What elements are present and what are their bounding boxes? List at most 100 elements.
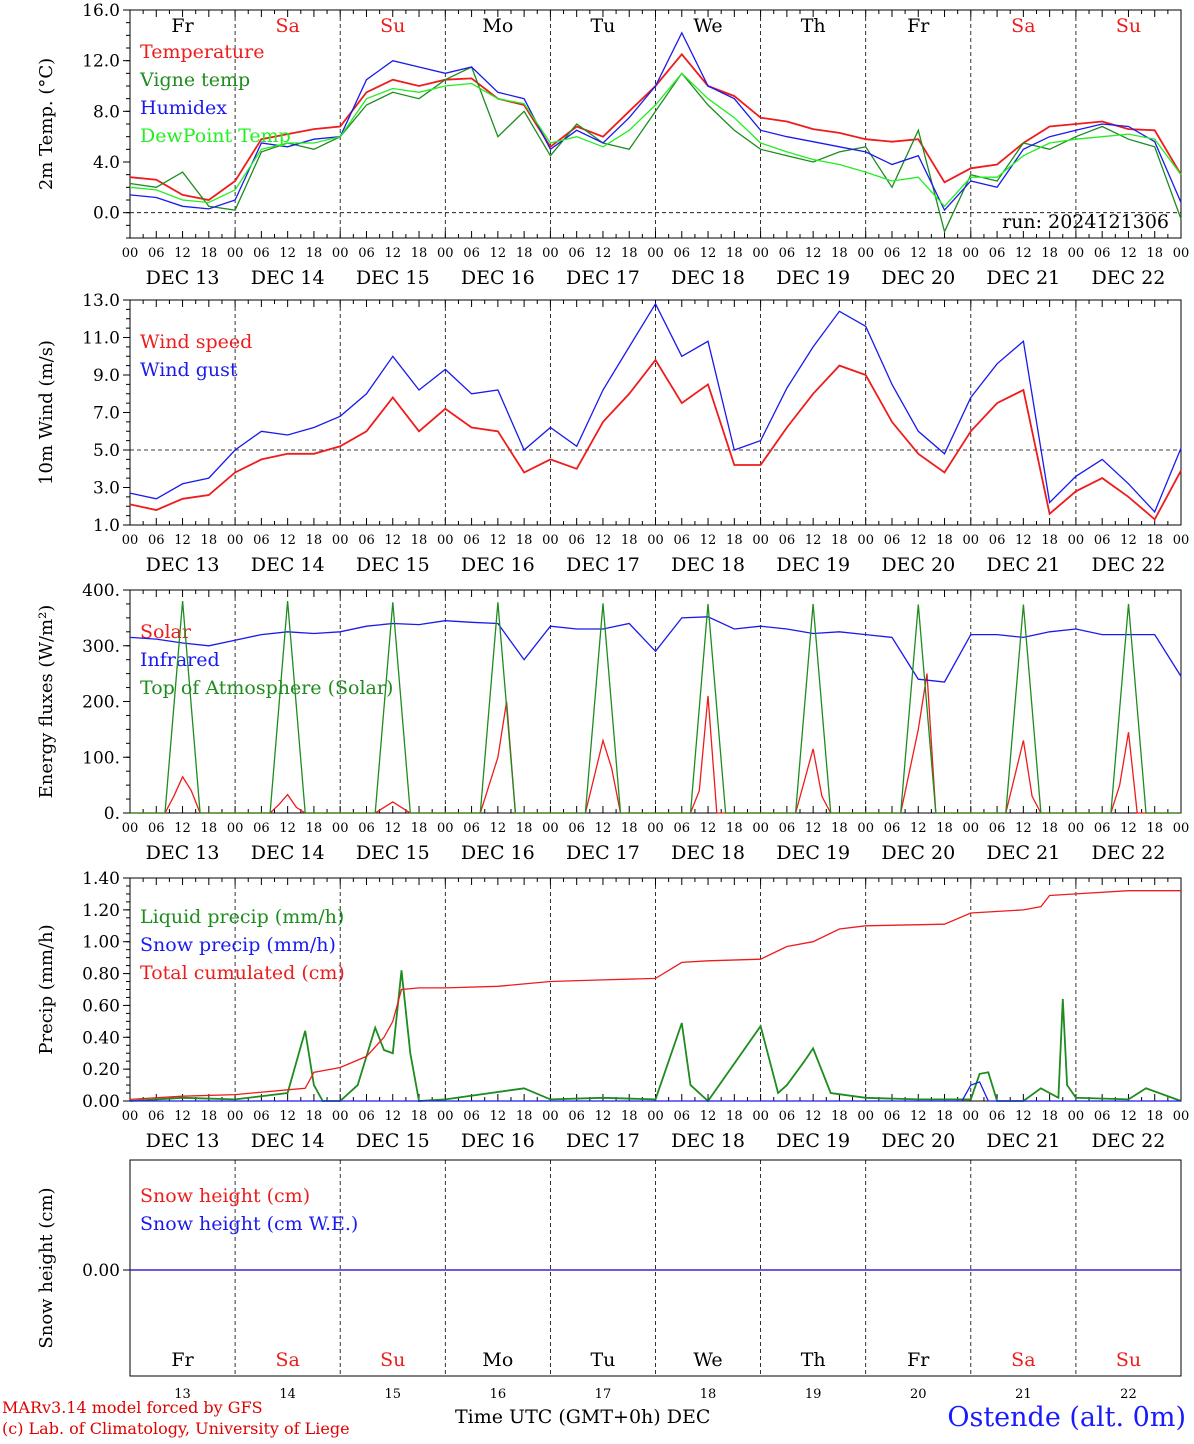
hour-tick-label: 06 bbox=[1094, 246, 1111, 261]
weekday-label: Mo bbox=[482, 15, 513, 37]
y-tick-label: 0.60 bbox=[82, 996, 120, 1016]
hour-tick-label: 18 bbox=[1146, 1109, 1163, 1124]
hour-tick-label: 06 bbox=[463, 533, 480, 548]
hour-tick-label: 06 bbox=[253, 533, 270, 548]
weekday-label: Th bbox=[801, 1349, 826, 1371]
hour-tick-label: 18 bbox=[621, 533, 638, 548]
date-label: DEC 18 bbox=[671, 842, 745, 864]
hour-tick-label: 06 bbox=[674, 246, 691, 261]
date-label: DEC 20 bbox=[881, 554, 955, 576]
weekday-label: Fr bbox=[171, 1349, 194, 1371]
hour-tick-label: 18 bbox=[306, 1109, 323, 1124]
hour-tick-label: 18 bbox=[516, 246, 533, 261]
y-tick-label: 7.0 bbox=[93, 404, 120, 424]
date-label: DEC 14 bbox=[251, 842, 325, 864]
credit-line-1: MARv3.14 model forced by GFS bbox=[2, 1398, 263, 1417]
weekday-label: We bbox=[693, 1349, 722, 1371]
date-label: DEC 16 bbox=[461, 267, 535, 289]
hour-tick-label: 12 bbox=[384, 533, 401, 548]
hour-tick-label: 06 bbox=[674, 1109, 691, 1124]
hour-tick-label: 06 bbox=[148, 533, 165, 548]
hour-tick-label: 00 bbox=[332, 1109, 349, 1124]
date-label: DEC 16 bbox=[461, 842, 535, 864]
hour-tick-label: 12 bbox=[279, 1109, 296, 1124]
date-label: DEC 17 bbox=[566, 267, 640, 289]
hour-tick-label: 12 bbox=[279, 821, 296, 836]
hour-tick-label: 18 bbox=[516, 533, 533, 548]
date-label: DEC 17 bbox=[566, 554, 640, 576]
hour-tick-label: 06 bbox=[779, 246, 796, 261]
hour-tick-label: 00 bbox=[227, 533, 244, 548]
date-label: DEC 17 bbox=[566, 1130, 640, 1152]
day-number: 16 bbox=[490, 1387, 507, 1402]
hour-tick-label: 00 bbox=[332, 246, 349, 261]
y-axis-label: Energy fluxes (W/m²) bbox=[36, 605, 57, 799]
day-number: 15 bbox=[384, 1387, 401, 1402]
hour-tick-label: 00 bbox=[122, 246, 139, 261]
hour-tick-label: 00 bbox=[857, 246, 874, 261]
date-label: DEC 18 bbox=[671, 267, 745, 289]
hour-tick-label: 12 bbox=[805, 821, 822, 836]
y-tick-label: 400. bbox=[82, 581, 120, 601]
date-label: DEC 15 bbox=[356, 1130, 430, 1152]
date-label: DEC 19 bbox=[776, 842, 850, 864]
series-line bbox=[130, 673, 1181, 814]
hour-tick-label: 18 bbox=[831, 821, 848, 836]
hour-tick-label: 12 bbox=[700, 246, 717, 261]
hour-tick-label: 06 bbox=[358, 533, 375, 548]
hour-tick-label: 00 bbox=[542, 1109, 559, 1124]
hour-tick-label: 18 bbox=[936, 821, 953, 836]
hour-tick-label: 18 bbox=[201, 821, 218, 836]
date-label: DEC 16 bbox=[461, 554, 535, 576]
hour-tick-label: 12 bbox=[1015, 821, 1032, 836]
station-name: Ostende (alt. 0m) bbox=[947, 1402, 1186, 1433]
hour-tick-label: 18 bbox=[306, 821, 323, 836]
date-label: DEC 22 bbox=[1092, 554, 1166, 576]
hour-tick-label: 12 bbox=[805, 1109, 822, 1124]
hour-tick-label: 00 bbox=[647, 1109, 664, 1124]
hour-tick-label: 00 bbox=[122, 821, 139, 836]
hour-tick-label: 06 bbox=[884, 246, 901, 261]
series-line bbox=[129, 72, 1182, 208]
y-tick-label: 1.20 bbox=[82, 901, 120, 921]
hour-tick-label: 18 bbox=[1146, 246, 1163, 261]
y-axis-label: 10m Wind (m/s) bbox=[36, 340, 57, 485]
legend-entry: Total cumulated (cm) bbox=[140, 962, 345, 984]
date-label: DEC 18 bbox=[671, 1130, 745, 1152]
hour-tick-label: 18 bbox=[726, 246, 743, 261]
weekday-label: Mo bbox=[482, 1349, 513, 1371]
date-label: DEC 17 bbox=[566, 842, 640, 864]
legend-entry: Snow height (cm) bbox=[140, 1185, 310, 1207]
hour-tick-label: 12 bbox=[1120, 533, 1137, 548]
day-number: 20 bbox=[910, 1387, 927, 1402]
series-line bbox=[129, 66, 1182, 234]
hour-tick-label: 18 bbox=[306, 246, 323, 261]
date-label: DEC 14 bbox=[251, 267, 325, 289]
hour-tick-label: 12 bbox=[910, 533, 927, 548]
y-tick-label: 16.0 bbox=[82, 1, 120, 21]
legend-entry: Vigne temp bbox=[139, 69, 250, 91]
hour-tick-label: 18 bbox=[1041, 1109, 1058, 1124]
hour-tick-label: 12 bbox=[700, 821, 717, 836]
hour-tick-label: 18 bbox=[516, 821, 533, 836]
y-tick-label: 0.0 bbox=[93, 204, 120, 224]
hour-tick-label: 06 bbox=[463, 1109, 480, 1124]
y-tick-label: 12.0 bbox=[82, 52, 120, 72]
hour-tick-label: 18 bbox=[411, 1109, 428, 1124]
hour-tick-label: 18 bbox=[1041, 821, 1058, 836]
legend-entry: Top of Atmosphere (Solar) bbox=[140, 677, 393, 699]
hour-tick-label: 12 bbox=[1120, 821, 1137, 836]
y-tick-label: 13.0 bbox=[82, 291, 120, 311]
date-label: DEC 22 bbox=[1092, 267, 1166, 289]
credit-line-2: (c) Lab. of Climatology, University of L… bbox=[2, 1419, 350, 1438]
hour-tick-label: 06 bbox=[253, 821, 270, 836]
weekday-label: Tu bbox=[590, 1349, 615, 1371]
hour-tick-label: 00 bbox=[332, 821, 349, 836]
hour-tick-label: 12 bbox=[279, 246, 296, 261]
series-line bbox=[129, 31, 1182, 212]
weekday-label: Su bbox=[1116, 15, 1141, 37]
hour-tick-label: 00 bbox=[1173, 821, 1190, 836]
series-line bbox=[130, 1081, 1181, 1102]
panel-2: 13.0 11.0 9.0 7.0 5.0 3.0 1.0 10m Wind (m/s) Win… bbox=[36, 291, 1189, 576]
